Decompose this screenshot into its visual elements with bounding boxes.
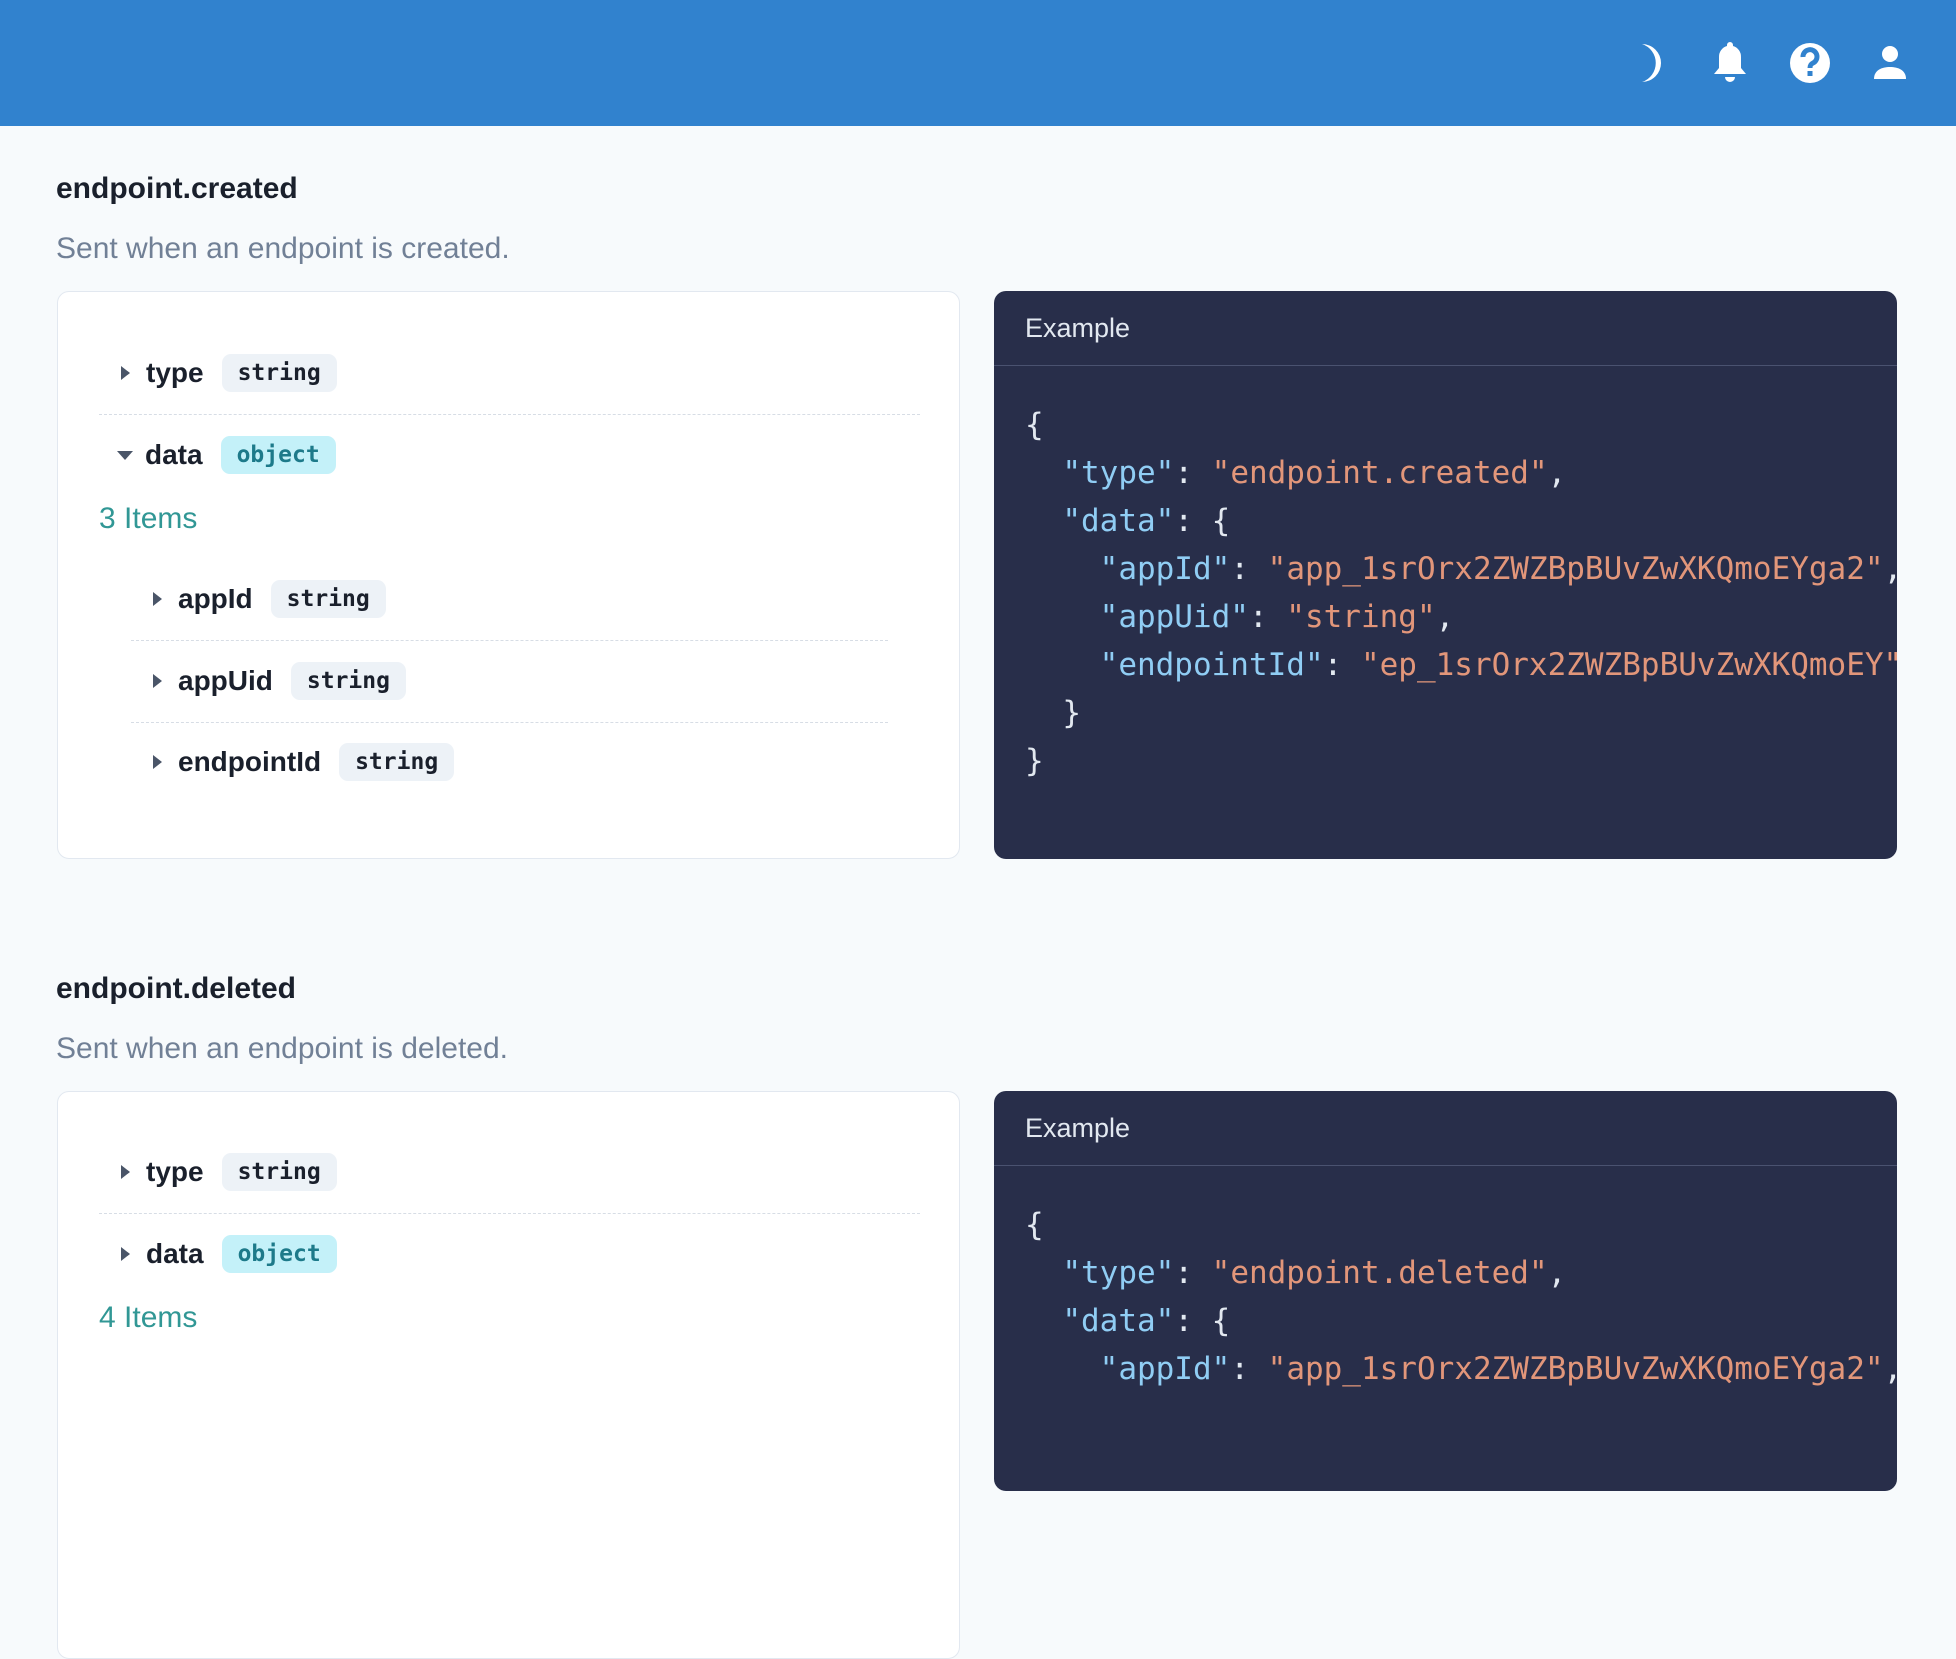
example-panel: Example { "type": "endpoint.created", "d… <box>994 291 1897 859</box>
caret-right-icon[interactable] <box>121 1165 130 1179</box>
field-data[interactable]: data object <box>117 433 336 477</box>
example-panel: Example { "type": "endpoint.deleted", "d… <box>994 1091 1897 1491</box>
field-name: appId <box>178 583 253 614</box>
example-code[interactable]: { "type": "endpoint.deleted", "data": { … <box>1025 1207 1897 1387</box>
caret-right-icon[interactable] <box>153 674 162 688</box>
type-badge: string <box>339 743 455 781</box>
example-code[interactable]: { "type": "endpoint.created", "data": { … <box>1025 407 1897 779</box>
user-icon[interactable] <box>1865 38 1915 88</box>
caret-right-icon[interactable] <box>121 366 130 380</box>
divider <box>131 640 888 641</box>
event-title: endpoint.deleted <box>56 972 296 1005</box>
event-description: Sent when an endpoint is deleted. <box>56 1032 509 1065</box>
schema-card: type string data object 3 Items appId st… <box>57 291 960 859</box>
field-name: endpointId <box>178 746 322 777</box>
event-description: Sent when an endpoint is created. <box>56 232 510 265</box>
type-badge: object <box>221 1235 337 1273</box>
field-name: appUid <box>178 665 273 696</box>
field-name: type <box>146 357 204 388</box>
field-endpointId[interactable]: endpointId string <box>153 740 455 784</box>
caret-down-icon[interactable] <box>117 450 133 460</box>
field-type[interactable]: type string <box>121 1150 337 1194</box>
help-icon[interactable] <box>1785 38 1835 88</box>
caret-right-icon[interactable] <box>153 592 162 606</box>
field-data[interactable]: data object <box>121 1232 337 1276</box>
field-type[interactable]: type string <box>121 351 337 395</box>
example-label: Example <box>994 1091 1897 1166</box>
type-badge: string <box>221 354 337 392</box>
schema-card: type string data object 4 Items <box>57 1091 960 1659</box>
caret-right-icon[interactable] <box>153 755 162 769</box>
field-name: data <box>146 1238 204 1269</box>
field-name: type <box>146 1156 204 1187</box>
bell-icon[interactable] <box>1705 38 1755 88</box>
type-badge: object <box>220 436 336 474</box>
divider <box>99 1213 920 1214</box>
type-badge: string <box>290 662 406 700</box>
items-count: 4 Items <box>99 1301 198 1334</box>
type-badge: string <box>221 1153 337 1191</box>
type-badge: string <box>270 580 386 618</box>
caret-right-icon[interactable] <box>121 1247 130 1261</box>
moon-icon[interactable] <box>1628 38 1678 88</box>
divider <box>99 414 920 415</box>
field-appId[interactable]: appId string <box>153 577 386 621</box>
field-name: data <box>145 439 203 470</box>
event-title: endpoint.created <box>56 172 298 205</box>
example-label: Example <box>994 291 1897 366</box>
divider <box>131 722 888 723</box>
items-count: 3 Items <box>99 502 198 535</box>
field-appUid[interactable]: appUid string <box>153 659 406 703</box>
top-bar <box>0 0 1956 126</box>
